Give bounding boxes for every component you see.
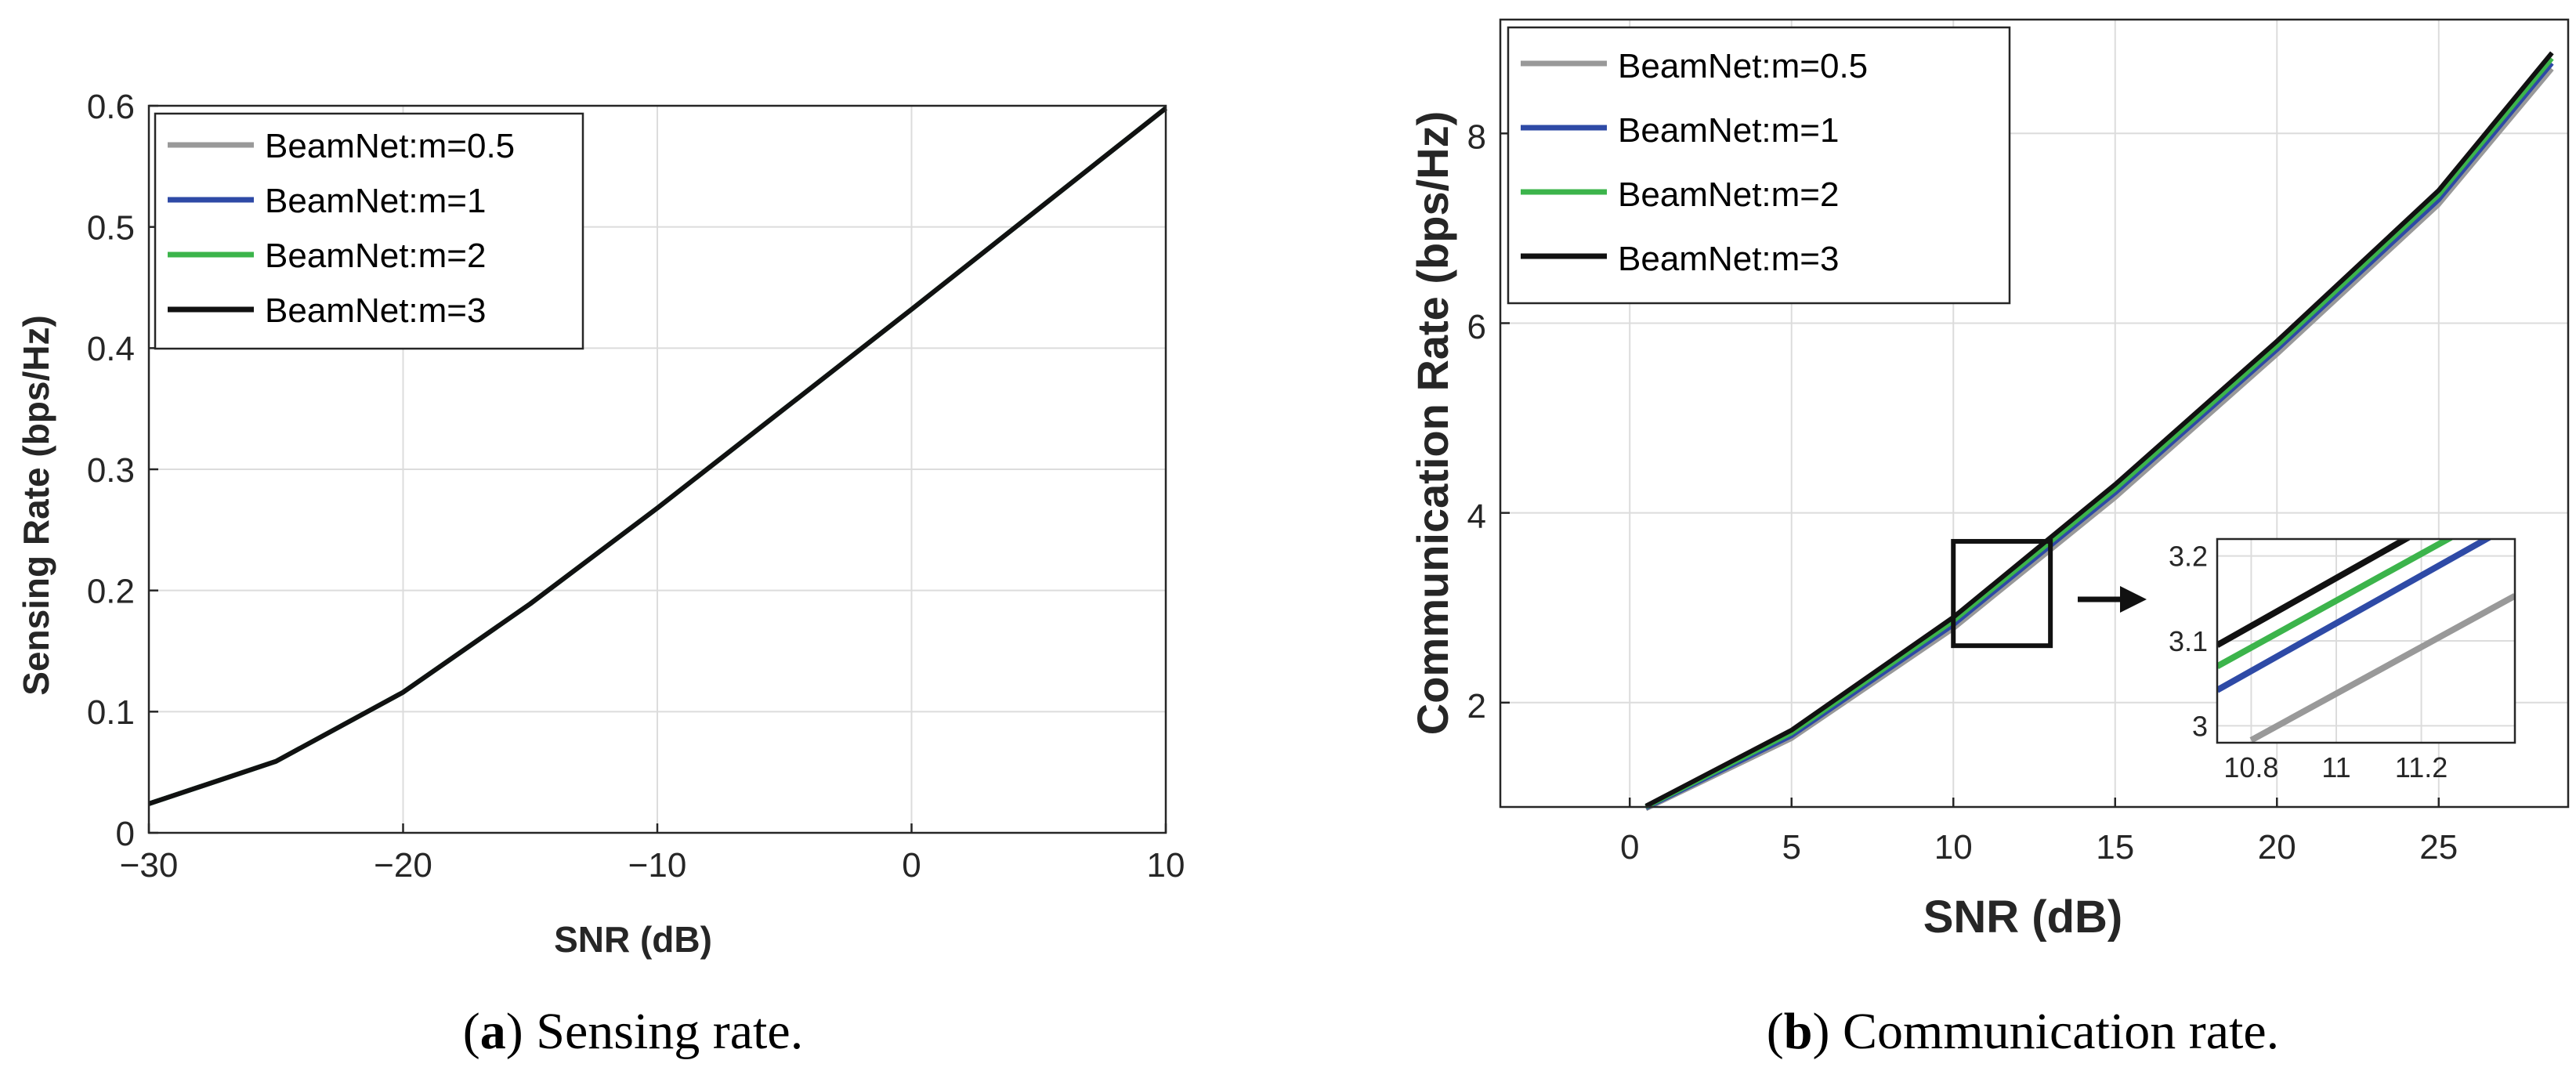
b-series-line-3 xyxy=(1644,51,2554,809)
b-series-line-1 xyxy=(1644,61,2554,810)
zoom-arrow-icon xyxy=(2078,586,2147,613)
inset-y-tick-label: 3 xyxy=(2192,710,2208,742)
panel-a-legend: BeamNet:m=0.5 BeamNet:m=1 BeamNet:m=2 BeamN… xyxy=(154,112,584,350)
a-x-tick-label: −10 xyxy=(628,846,687,885)
a-y-tick-label: 0.4 xyxy=(87,330,135,368)
panel-b-y-axis-label: Communication Rate (bps/Hz) xyxy=(1408,111,1457,735)
b-x-tick-label: 5 xyxy=(1782,828,1800,867)
panel-a-chart: −30 −20 −10 0 10 0 0.1 0.2 0.3 0.4 0.5 0.6 SNR (dB)… xyxy=(16,88,1185,1060)
inset-series-line-1 xyxy=(2217,539,2491,693)
b-x-tick-label: 15 xyxy=(2096,828,2134,867)
b-x-tick-label: 20 xyxy=(2258,828,2296,867)
b-legend-label: BeamNet:m=0.5 xyxy=(1618,47,1868,85)
panel-b-ticks: 0 5 10 15 20 25 2 4 6 8 xyxy=(1467,118,2458,867)
panel-b-inset: 10.8 11 11.2 3 3.1 3.2 xyxy=(2169,537,2516,783)
a-x-tick-label: 10 xyxy=(1147,846,1185,885)
b-series-line-2 xyxy=(1644,56,2554,809)
inset-y-tick-label: 3.1 xyxy=(2169,625,2208,657)
b-y-tick-label: 4 xyxy=(1467,498,1486,536)
inset-x-tick-label: 10.8 xyxy=(2223,751,2278,783)
inset-frame xyxy=(2216,537,2516,744)
panel-b-zoom-box xyxy=(1951,538,2053,649)
a-series-line-3 xyxy=(148,106,1167,806)
panel-a-y-axis-label: Sensing Rate (bps/Hz) xyxy=(16,315,56,696)
a-legend-label: BeamNet:m=1 xyxy=(265,182,486,220)
panel-b-caption-text: Communication rate. xyxy=(1829,1003,2279,1060)
panel-b-lines xyxy=(1644,51,2554,812)
b-series-line-0 xyxy=(1644,67,2554,812)
panel-b-x-axis-label: SNR (dB) xyxy=(1923,892,2123,943)
inset-series-line-2 xyxy=(2217,539,2453,670)
inset-x-tick-label: 11 xyxy=(2321,751,2350,783)
inset-x-tick-label: 11.2 xyxy=(2395,751,2448,783)
b-x-tick-label: 10 xyxy=(1934,828,1973,867)
a-legend-label: BeamNet:m=2 xyxy=(265,237,486,275)
b-y-tick-label: 8 xyxy=(1467,118,1486,157)
a-y-tick-label: 0 xyxy=(116,815,135,853)
a-y-tick-label: 0.2 xyxy=(87,573,135,611)
b-legend-label: BeamNet:m=2 xyxy=(1618,175,1839,214)
panel-b-legend: BeamNet:m=0.5 BeamNet:m=1 BeamNet:m=2 BeamN… xyxy=(1507,26,2011,305)
panel-b-caption-label: b xyxy=(1784,1003,1813,1060)
a-y-tick-label: 0.3 xyxy=(87,451,135,490)
panel-b-caption: (b) Communication rate. xyxy=(1767,1003,2279,1060)
a-y-tick-label: 0.5 xyxy=(87,209,135,248)
a-legend-label: BeamNet:m=0.5 xyxy=(265,127,515,165)
inset-series-line-0 xyxy=(2249,593,2515,743)
panel-b-chart: 0 5 10 15 20 25 2 4 6 8 10.8 11 11.2 3 3.1 3.2 SNR (dB… xyxy=(1408,18,2570,1060)
b-y-tick-label: 2 xyxy=(1467,687,1486,725)
a-y-tick-label: 0.1 xyxy=(87,693,135,732)
panel-a-caption: (a) Sensing rate. xyxy=(463,1003,803,1060)
b-x-tick-label: 25 xyxy=(2419,828,2458,867)
inset-y-tick-label: 3.2 xyxy=(2169,541,2208,573)
panel-a-ticks: −30 −20 −10 0 10 0 0.1 0.2 0.3 0.4 0.5 0.6 xyxy=(87,88,1185,885)
panel-a-caption-label: a xyxy=(480,1003,506,1060)
panel-a-x-axis-label: SNR (dB) xyxy=(554,919,712,960)
b-x-tick-label: 0 xyxy=(1620,828,1639,867)
a-y-tick-label: 0.6 xyxy=(87,88,135,126)
a-x-tick-label: −20 xyxy=(374,846,432,885)
panel-a-lines xyxy=(148,106,1167,806)
panel-b-axes-frame xyxy=(1499,18,2570,809)
a-legend-label: BeamNet:m=3 xyxy=(265,291,486,330)
inset-series-line-3 xyxy=(2217,539,2411,648)
b-legend-label: BeamNet:m=1 xyxy=(1618,111,1839,150)
panel-a-caption-text: Sensing rate. xyxy=(523,1003,803,1060)
b-legend-label: BeamNet:m=3 xyxy=(1618,240,1839,278)
a-x-tick-label: −30 xyxy=(120,846,179,885)
a-x-tick-label: 0 xyxy=(902,846,921,885)
b-y-tick-label: 6 xyxy=(1467,308,1486,346)
inset-lines xyxy=(2217,539,2515,743)
